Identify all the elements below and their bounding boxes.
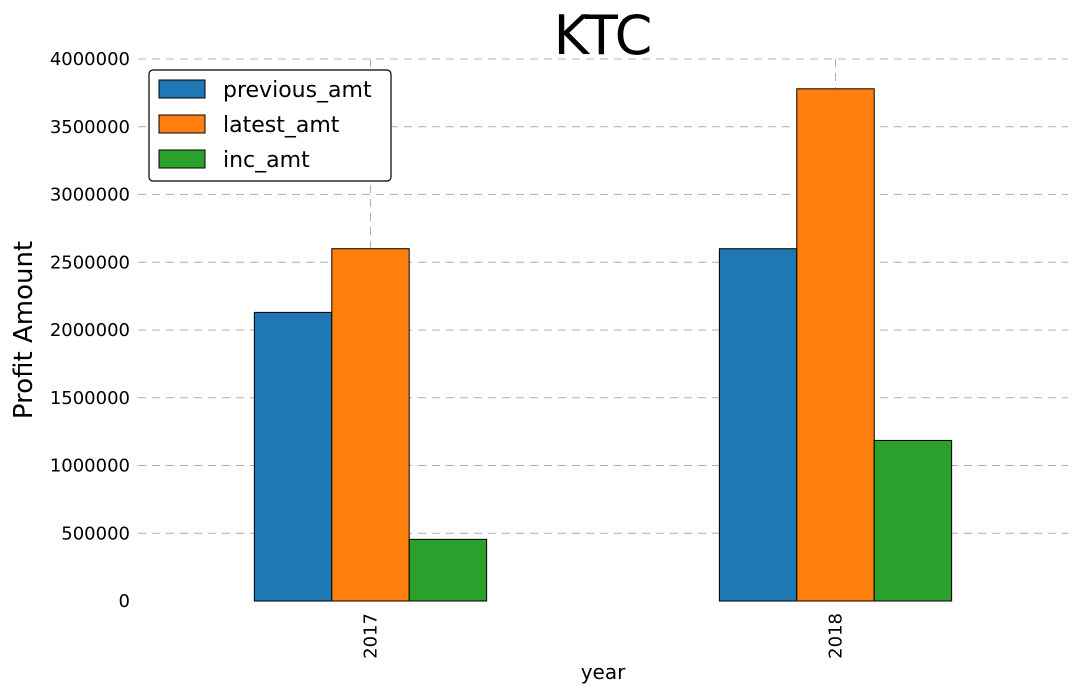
y-tick-label: 2000000	[50, 320, 130, 341]
y-tick-label: 0	[119, 591, 130, 612]
legend-frame	[148, 69, 392, 182]
legend-swatch	[158, 149, 206, 169]
bar-inc_amt-2017	[408, 538, 488, 602]
bar-previous_amt-2017	[253, 311, 333, 602]
legend-swatch	[158, 114, 206, 134]
y-tick-label: 4000000	[50, 49, 130, 70]
bar-latest_amt-2017	[331, 248, 410, 602]
y-tick-label: 1000000	[50, 456, 130, 477]
legend-swatch	[158, 79, 206, 99]
y-tick-label: 2500000	[50, 252, 130, 273]
bars	[253, 88, 953, 602]
y-tick-label: 1500000	[50, 388, 130, 409]
bar-latest_amt-2018	[796, 88, 875, 602]
y-axis-label: Profit Amount	[9, 241, 39, 419]
bar-inc_amt-2018	[873, 439, 953, 602]
x-tick-label: 2017	[361, 613, 382, 659]
bar-previous_amt-2018	[718, 248, 798, 602]
x-axis-label: year	[581, 660, 626, 684]
legend-label: latest_amt	[223, 113, 340, 138]
y-tick-label: 3500000	[50, 117, 130, 138]
chart-title: KTC	[554, 4, 653, 67]
y-tick-label: 3000000	[50, 185, 130, 206]
y-tick-label: 500000	[61, 523, 130, 544]
legend-label: inc_amt	[223, 148, 310, 173]
legend: previous_amt latest_amt inc_amt	[148, 69, 392, 182]
tick-labels: 0 500000 1000000 1500000 2000000 2500000 30000…	[50, 49, 847, 659]
legend-label: previous_amt	[223, 78, 372, 103]
x-tick-label: 2018	[826, 613, 847, 659]
